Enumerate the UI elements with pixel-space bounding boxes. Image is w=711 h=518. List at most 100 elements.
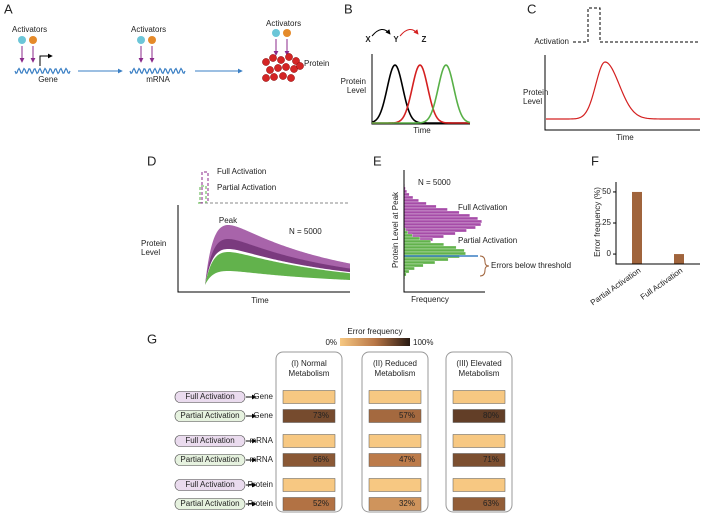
- histogram-bar: [403, 192, 410, 197]
- heat-cell: [368, 409, 422, 423]
- input-label: Partial Activation: [180, 455, 239, 464]
- protein-bead: [270, 73, 278, 81]
- heat-cell: [282, 478, 336, 492]
- histogram-bar: [403, 225, 476, 230]
- heat-cell: [452, 497, 506, 511]
- y-label: Protein: [523, 88, 548, 97]
- promoter: [39, 53, 53, 66]
- series-label: Full Activation: [458, 203, 507, 212]
- histogram-bar: [403, 222, 482, 227]
- x-tick-label: Full Activation: [639, 266, 685, 302]
- legend-max: 100%: [413, 338, 433, 347]
- y-label: Protein Level at Peak: [391, 191, 400, 268]
- stage-label: Protein: [304, 59, 329, 68]
- input-label: Partial Activation: [180, 411, 239, 420]
- heat-cell: [368, 497, 422, 511]
- panel-label: F: [591, 153, 599, 168]
- histogram-bar: [403, 233, 413, 238]
- heat-cell: [368, 453, 422, 467]
- cell-label: 80%: [483, 411, 499, 420]
- activation-pulse: [573, 7, 700, 43]
- activator: [283, 29, 291, 37]
- colorbar: [340, 338, 410, 346]
- condition-label: Metabolism: [459, 369, 500, 378]
- heat-cell: [452, 409, 506, 423]
- heat-cell: [368, 478, 422, 492]
- error-bracket: [479, 255, 490, 277]
- legend-label: Full Activation: [217, 167, 266, 176]
- bar: [674, 254, 684, 264]
- input-pill: [174, 391, 246, 403]
- condition-label: Metabolism: [375, 369, 416, 378]
- heat-cell: [452, 453, 506, 467]
- condition-box: [361, 351, 429, 513]
- histogram-bar: [403, 207, 448, 212]
- protein-bead: [287, 74, 295, 82]
- histogram-bar: [403, 251, 466, 256]
- legend-min: 0%: [325, 338, 337, 347]
- y-label: Protein: [141, 239, 166, 248]
- peak-label: Peak: [219, 216, 238, 225]
- protein-bead: [279, 72, 287, 80]
- histogram-bar: [403, 245, 457, 250]
- n-label: N = 5000: [418, 178, 451, 187]
- species-label: X: [365, 35, 371, 44]
- output-label: Gene: [253, 411, 273, 420]
- histogram-bar: [403, 204, 437, 209]
- condition-label: (II) Reduced: [373, 359, 417, 368]
- protein-bead: [277, 56, 285, 64]
- activators-label: Activators: [131, 25, 166, 34]
- x-tick-label: Partial Activation: [589, 266, 643, 307]
- n-label: N = 5000: [289, 227, 322, 236]
- protein-bead: [274, 64, 282, 72]
- histogram-bar: [403, 260, 436, 265]
- histogram-bar: [403, 239, 431, 244]
- condition-label: (I) Normal: [291, 359, 327, 368]
- cell-label: 32%: [399, 499, 415, 508]
- output-label: mRNA: [249, 436, 273, 445]
- panel-label: B: [344, 1, 353, 16]
- cell-label: 63%: [483, 499, 499, 508]
- heat-cell: [452, 478, 506, 492]
- panel-label: C: [527, 1, 536, 16]
- strand: [129, 67, 186, 75]
- axes: [403, 170, 485, 293]
- protein-bead: [262, 58, 270, 66]
- series-label: Partial Activation: [458, 236, 517, 245]
- histogram-bar: [403, 263, 424, 268]
- input-pill: [174, 435, 246, 447]
- legend-title: Error frequency: [347, 327, 402, 336]
- input-label: Activation: [534, 37, 569, 46]
- panel-label: E: [373, 153, 382, 168]
- overlap-band: [205, 239, 350, 285]
- x-label: Time: [413, 126, 431, 135]
- output-label: Protein: [248, 480, 273, 489]
- input-pill: [174, 479, 246, 491]
- species-label: Y: [393, 35, 399, 44]
- histogram-bar: [403, 248, 465, 253]
- axes: [177, 205, 350, 293]
- cell-label: 66%: [313, 455, 329, 464]
- histogram-bar: [403, 213, 470, 218]
- input-pill: [174, 498, 246, 510]
- partial-band: [205, 252, 350, 285]
- level-curve: [372, 64, 471, 124]
- panel-label: G: [147, 331, 157, 346]
- x-label: Time: [251, 296, 269, 305]
- cell-label: 52%: [313, 499, 329, 508]
- heat-cell: [452, 390, 506, 404]
- histogram-bar: [403, 198, 419, 203]
- cell-label: 71%: [483, 455, 499, 464]
- interaction-arrow: [399, 29, 419, 37]
- histogram-bar: [403, 242, 444, 247]
- cell-label: 57%: [399, 411, 415, 420]
- stage-label: Gene: [38, 75, 58, 84]
- protein-bead: [296, 62, 304, 70]
- input-label: Full Activation: [185, 480, 234, 489]
- bar: [632, 191, 642, 264]
- y-label: Protein: [341, 77, 366, 86]
- interaction-arrow: [371, 29, 391, 37]
- condition-label: (III) Elevated: [456, 359, 501, 368]
- partial-pulse: [198, 185, 207, 204]
- y-label: Level: [523, 97, 542, 106]
